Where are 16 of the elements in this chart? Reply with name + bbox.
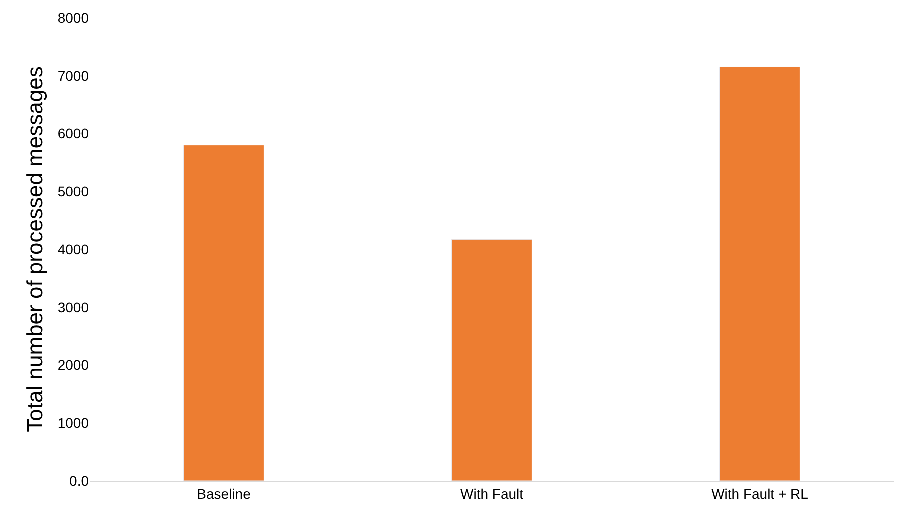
y-tick-label: 1000	[58, 415, 90, 432]
y-axis-title: Total number of processed messages	[22, 66, 48, 432]
y-tick-label: 5000	[58, 184, 90, 200]
bar	[452, 239, 532, 481]
y-tick-label: 4000	[58, 241, 90, 258]
y-tick-label: 2000	[58, 357, 90, 374]
y-tick-label: 6000	[58, 126, 90, 142]
x-tick-label: Baseline	[197, 486, 252, 502]
bar	[184, 145, 264, 481]
y-tick-label: 0.0	[70, 472, 90, 489]
x-tick-label: With Fault	[460, 486, 524, 502]
x-tick-label: With Fault + RL	[712, 486, 809, 502]
y-tick-label: 3000	[58, 299, 90, 316]
bar	[720, 66, 800, 481]
y-tick-label: 7000	[58, 68, 90, 84]
y-tick-label: 8000	[58, 10, 90, 26]
